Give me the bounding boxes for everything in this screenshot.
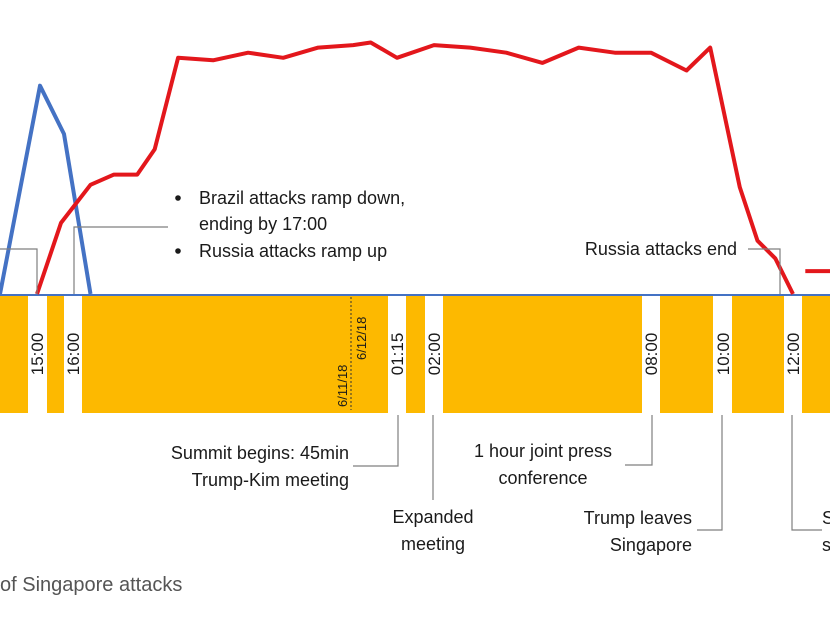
leader-press [625,415,653,466]
annotation-text: Trump leaves [584,508,692,528]
leader-cut-right [791,415,822,531]
annotation-leaves: Trump leaves Singapore [584,508,692,555]
gap-1600 [64,296,82,413]
annotation-ramp: Brazil attacks ramp down, ending by 17:0… [175,188,405,261]
annotation-text: Singapore [610,535,692,555]
tick-label: 08:00 [642,333,661,376]
tick-label: 16:00 [64,333,83,376]
annotation-text: 1 hour joint press [474,441,612,461]
series-layer [0,40,830,295]
time-marker-gaps [28,296,802,413]
tick-label: 10:00 [714,333,733,376]
date-label: 6/11/18 [335,365,350,407]
annotation-summit: Summit begins: 45min Trump-Kim meeting [171,443,349,490]
leader-russia-end [748,248,781,294]
gap-0800 [642,296,660,413]
tick-label: 12:00 [784,333,803,376]
gap-0200 [425,296,443,413]
timeline-band [0,296,830,413]
annotation-text: conference [498,468,587,488]
bullet [175,195,181,201]
annotation-text: ending by 17:00 [199,214,327,234]
annotation-text: Brazil attacks ramp down, [199,188,405,208]
tick-label: 02:00 [425,333,444,376]
annotation-text: Russia attacks ramp up [199,241,387,261]
tick-label: 01:15 [388,333,407,376]
leader-ramp [73,226,168,294]
annotation-leaders [0,226,822,531]
tick-label: 15:00 [28,333,47,376]
gap-1000 [713,296,732,413]
annotation-text: Summit begins: 45min [171,443,349,463]
annotation-press: 1 hour joint press conference [474,441,612,488]
tick-labels: 15:00 16:00 01:15 02:00 08:00 10:00 12:0… [28,317,803,407]
date-label: 6/12/18 [354,317,369,360]
annotation-text: Expanded [392,507,473,527]
annotation-text: meeting [401,534,465,554]
annotation-text: Trump-Kim meeting [192,470,349,490]
leader-left-edge [0,248,38,294]
annotation-cut-right: S s [822,508,830,555]
figure-caption: of Singapore attacks [0,574,183,596]
leader-summit [353,415,399,467]
series-line-2 [35,40,795,295]
annotation-text: s [822,535,830,555]
annotation-expanded: Expanded meeting [392,507,473,554]
gap-1200 [784,296,802,413]
gap-0115 [388,296,406,413]
gap-1500 [28,296,47,413]
series-line-1 [0,83,93,295]
annotation-text: S [822,508,830,528]
annotation-russia-end: Russia attacks end [585,239,737,259]
bullet [175,248,181,254]
leader-leaves [697,415,723,531]
